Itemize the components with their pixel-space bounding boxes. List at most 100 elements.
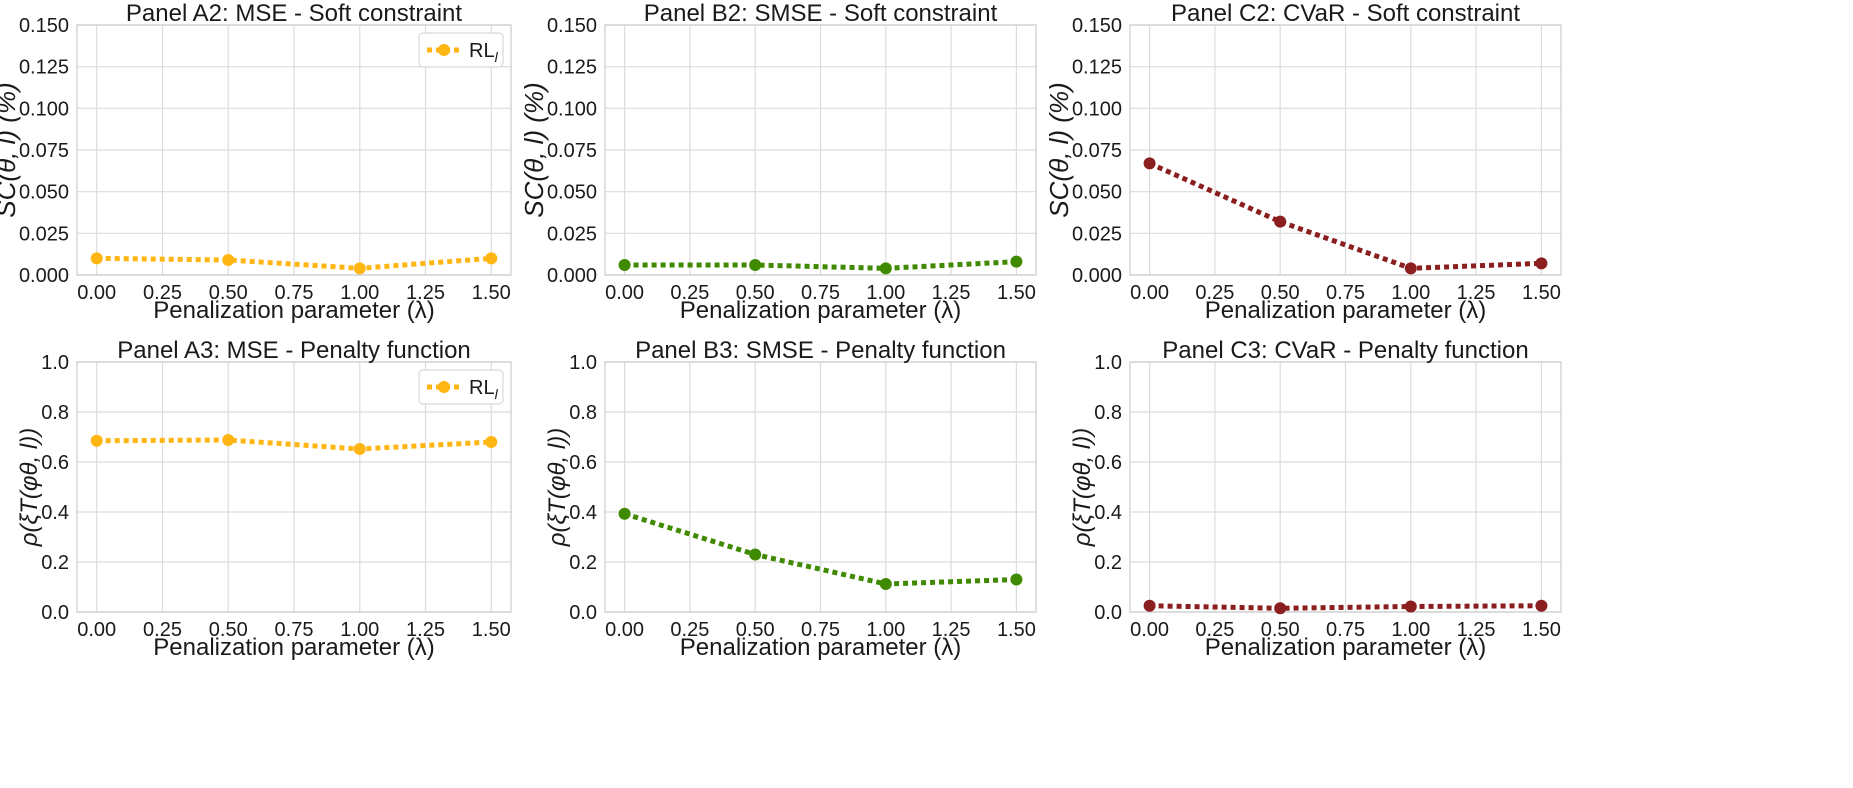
data-point: [749, 259, 762, 271]
x-axis-label: Penalization parameter (λ): [153, 297, 434, 324]
y-tick-label: 0.0: [1094, 602, 1122, 624]
y-tick-label: 0.4: [569, 502, 597, 524]
chart-title: Panel B2: SMSE - Soft constraint: [644, 0, 998, 27]
plot-frame: [1129, 24, 1562, 276]
legend-label-sub: l: [495, 49, 499, 65]
x-tick-label: 0.50: [1261, 282, 1300, 304]
data-point: [1143, 599, 1156, 612]
x-tick-label: 0.00: [1130, 282, 1169, 304]
x-tick-label: 1.00: [1391, 619, 1430, 641]
chart-title: Panel A3: MSE - Penalty function: [117, 337, 471, 364]
chart-panel: 0.00 0.25 0.50 0.75 1.00 1.25 1.50 0.000 0.025 0.…: [519, 0, 1037, 324]
data-point: [353, 443, 366, 455]
y-tick-label: 0.150: [1072, 15, 1122, 37]
data-point: [749, 548, 762, 561]
chart-title: Panel C3: CVaR - Penalty function: [1162, 337, 1528, 364]
x-axis-label: Penalization parameter (λ): [680, 634, 961, 661]
plot-frame: [604, 361, 1037, 613]
plot-frame: [76, 24, 512, 276]
x-tick-label: 0.25: [670, 619, 709, 641]
legend: RLl: [418, 369, 504, 405]
y-tick-label: 0.075: [547, 140, 597, 162]
x-tick-label: 0.50: [736, 619, 775, 641]
y-tick-label: 0.050: [1072, 182, 1122, 204]
x-tick-label: 0.00: [77, 282, 116, 304]
y-tick-label: 0.050: [547, 182, 597, 204]
y-tick-label: 1.0: [1094, 352, 1122, 374]
data-point: [879, 262, 892, 275]
y-tick-label: 0.125: [547, 57, 597, 79]
plot-frame: [1129, 361, 1562, 613]
series-line: [1149, 603, 1542, 611]
x-axis-label: Penalization parameter (λ): [680, 297, 961, 324]
x-tick-label: 0.25: [143, 282, 182, 304]
x-axis-label: Penalization parameter (λ): [1205, 297, 1486, 324]
legend-label: RLl: [469, 377, 499, 402]
data-point: [485, 252, 498, 265]
series-line: [96, 255, 492, 271]
y-tick-label: 0.100: [1072, 98, 1122, 120]
y-tick-label: 0.0: [41, 602, 69, 624]
y-axis-label: ρ(ξT(φθ, l)): [544, 428, 571, 547]
y-tick-label: 0.4: [1094, 502, 1122, 524]
data-point: [90, 252, 103, 265]
series-line: [624, 259, 1017, 271]
x-tick-label: 1.25: [406, 282, 445, 304]
x-tick-label: 0.25: [1195, 619, 1234, 641]
y-axis-label: ρ(ξT(φθ, l)): [1069, 428, 1096, 547]
y-tick-label: 0.8: [569, 402, 597, 424]
legend-label-main: RL: [469, 40, 495, 62]
y-tick-label: 0.050: [19, 182, 69, 204]
data-point: [879, 578, 892, 590]
y-tick-label: 0.000: [1072, 265, 1122, 287]
y-tick-label: 0.8: [1094, 402, 1122, 424]
y-axis-label: SC(θ, l) (%): [1044, 82, 1074, 217]
x-tick-label: 0.75: [801, 282, 840, 304]
x-tick-label: 1.25: [1457, 619, 1496, 641]
chart-title: Panel A2: MSE - Soft constraint: [126, 0, 462, 27]
y-tick-label: 0.2: [569, 552, 597, 574]
legend-label-sub: l: [495, 386, 499, 402]
y-tick-label: 0.025: [19, 223, 69, 245]
data-point: [1010, 573, 1023, 586]
chart-panel: 0.00 0.25 0.50 0.75 1.00 1.25 1.50 0.0 0.2 0.4 0.6…: [1069, 337, 1562, 661]
y-axis-label: SC(θ, l) (%): [0, 82, 21, 217]
y-tick-label: 1.0: [41, 352, 69, 374]
y-tick-label: 0.100: [19, 98, 69, 120]
chart-panel: 0.00 0.25 0.50 0.75 1.00 1.25 1.50 0.000 0.025 0.…: [1044, 0, 1562, 324]
x-tick-label: 0.75: [275, 282, 314, 304]
y-tick-label: 1.0: [569, 352, 597, 374]
data-point: [353, 262, 366, 275]
y-axis-label: ρ(ξT(φθ, l)): [16, 428, 43, 547]
y-axis-label: SC(θ, l) (%): [519, 82, 549, 217]
x-tick-label: 1.50: [472, 619, 511, 641]
chart-panel: 0.00 0.25 0.50 0.75 1.00 1.25 1.50 0.000 0.025 0.…: [0, 0, 512, 324]
x-axis-label: Penalization parameter (λ): [1205, 634, 1486, 661]
data-point: [90, 434, 103, 447]
x-tick-label: 0.00: [605, 619, 644, 641]
data-point: [485, 436, 498, 448]
legend: RLl: [418, 32, 504, 68]
x-tick-label: 0.00: [77, 619, 116, 641]
data-point: [222, 434, 235, 446]
x-tick-label: 0.00: [605, 282, 644, 304]
y-tick-label: 0.125: [19, 57, 69, 79]
plot-frame: [604, 24, 1037, 276]
x-tick-label: 1.25: [932, 282, 971, 304]
y-tick-label: 0.000: [547, 265, 597, 287]
legend-label-main: RL: [469, 377, 495, 399]
y-tick-label: 0.6: [41, 452, 69, 474]
data-point: [1010, 255, 1023, 268]
legend-box: [418, 369, 504, 405]
y-tick-label: 0.125: [1072, 57, 1122, 79]
y-tick-label: 0.2: [41, 552, 69, 574]
data-point: [222, 254, 235, 266]
y-tick-label: 0.150: [19, 15, 69, 37]
data-point: [1404, 600, 1417, 613]
x-tick-label: 1.00: [340, 619, 379, 641]
y-tick-label: 0.025: [1072, 223, 1122, 245]
x-tick-label: 0.75: [1326, 619, 1365, 641]
series-line: [96, 437, 492, 452]
